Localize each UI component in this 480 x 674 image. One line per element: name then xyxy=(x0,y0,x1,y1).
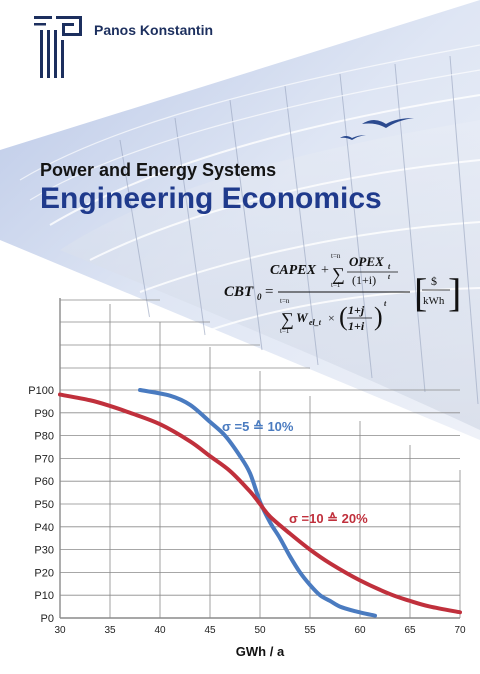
formula-sum-top: t=n xyxy=(331,252,341,260)
formula-opex-sub: t xyxy=(388,262,391,271)
series-label-sigma-10: σ =10 ≙ 20% xyxy=(289,511,368,526)
x-tick-label: 70 xyxy=(454,625,466,636)
greek-key-column-logo-icon xyxy=(34,16,82,78)
x-tick-label: 45 xyxy=(204,625,216,636)
formula-lhs: CBT xyxy=(224,284,254,300)
x-tick-label: 30 xyxy=(54,625,66,636)
x-tick-label: 55 xyxy=(304,625,316,636)
x-tick-label: 40 xyxy=(154,625,166,636)
chart-grid xyxy=(59,298,461,619)
formula-discount: (1+i) xyxy=(352,273,376,287)
formula-capex: CAPEX xyxy=(270,263,317,278)
book-title: Engineering Economics xyxy=(40,182,382,215)
y-tick-label: P60 xyxy=(34,476,54,488)
formula-opex: OPEX xyxy=(349,254,384,269)
series-label-sigma-5: σ =5 ≙ 10% xyxy=(222,419,294,434)
formula-sum-top-2: t=n xyxy=(280,297,290,305)
x-tick-label: 35 xyxy=(104,625,116,636)
formula-unit-num: $ xyxy=(431,274,437,288)
formula-exp-t: t xyxy=(388,273,391,281)
svg-text:]: ] xyxy=(448,270,461,315)
y-tick-label: P90 xyxy=(34,408,54,420)
red-curve-sigma-10 xyxy=(58,392,462,615)
x-tick-label: 50 xyxy=(254,625,266,636)
y-tick-label: P80 xyxy=(34,431,54,443)
x-tick-label: 65 xyxy=(404,625,416,636)
svg-text:∑: ∑ xyxy=(332,264,345,284)
formula-lhs-sub: 0 xyxy=(257,292,262,302)
blue-curve-sigma-5 xyxy=(138,388,377,618)
chart-axes: P0 P10 P20 P30 P40 P50 P60 P70 P80 P90 P100 30 35 40 4… xyxy=(28,385,466,636)
svg-text:): ) xyxy=(374,302,383,331)
formula-w-sub: el_t xyxy=(309,318,322,327)
x-axis-label: GWh / a xyxy=(236,644,285,659)
roof-structure xyxy=(19,44,480,430)
svg-text:+: + xyxy=(321,263,329,278)
chart-labels: GWh / a σ =5 ≙ 10% σ =10 ≙ 20% xyxy=(222,419,368,659)
svg-text:×: × xyxy=(328,311,335,325)
chart-series xyxy=(58,388,462,618)
y-tick-label: P70 xyxy=(34,453,54,465)
svg-text:=: = xyxy=(265,284,273,300)
y-tick-label: P100 xyxy=(28,385,54,397)
y-tick-label: P10 xyxy=(34,590,54,602)
y-tick-label: P0 xyxy=(41,613,54,625)
svg-text:(: ( xyxy=(339,302,348,331)
svg-text:∑: ∑ xyxy=(281,309,294,329)
y-tick-label: P50 xyxy=(34,499,54,511)
publisher-name: Panos Konstantin xyxy=(94,22,214,38)
formula-i-term: 1+i xyxy=(348,319,365,333)
svg-text:[: [ xyxy=(414,270,427,315)
cbt-formula: CBT 0 = CAPEX + t=n ∑ t=1 OPEX t (1+i) t… xyxy=(224,252,461,335)
formula-exp-t-2: t xyxy=(384,299,387,308)
y-tick-label: P20 xyxy=(34,567,54,579)
formula-sum-bottom-2: t=1 xyxy=(280,327,290,335)
y-tick-label: P40 xyxy=(34,522,54,534)
formula-unit-den: kWh xyxy=(423,295,445,307)
bird-icon xyxy=(340,135,366,140)
x-tick-label: 60 xyxy=(354,625,366,636)
series-title: Power and Energy Systems xyxy=(40,160,277,180)
y-tick-label: P30 xyxy=(34,545,54,557)
bird-icon xyxy=(362,118,414,128)
formula-j-term: 1+j xyxy=(348,303,365,317)
formula-w: W xyxy=(296,310,309,325)
formula-sum-bottom: t=1 xyxy=(331,281,341,289)
